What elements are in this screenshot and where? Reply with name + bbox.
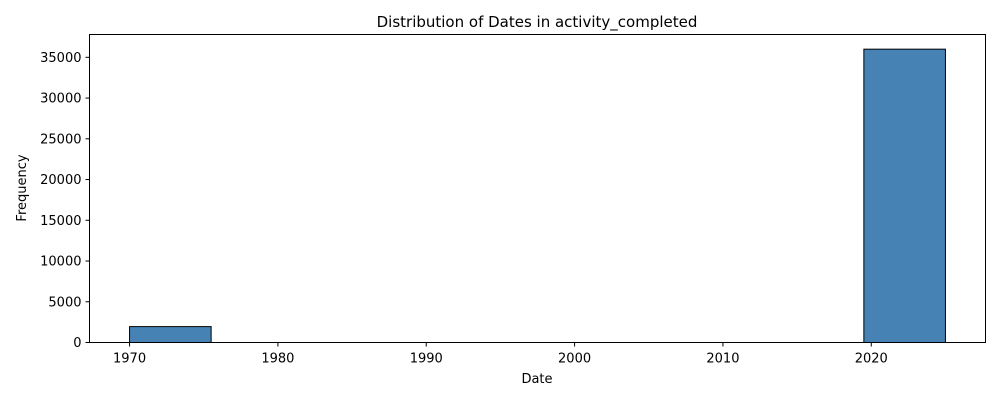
bars-group — [129, 48, 946, 344]
histogram-bar-9 — [863, 48, 946, 344]
x-tick-label-1: 1980 — [261, 352, 294, 367]
y-tick-label-0: 0 — [73, 336, 81, 351]
x-tick-label-4: 2010 — [706, 352, 739, 367]
x-tick-label-3: 2000 — [558, 352, 591, 367]
y-tick-label-2: 10000 — [40, 255, 81, 270]
y-tick-label-6: 30000 — [40, 92, 81, 107]
y-tick-label-1: 5000 — [48, 295, 81, 310]
plot-frame — [89, 34, 986, 343]
x-tick-label-2: 1990 — [410, 352, 443, 367]
y-tick-label-3: 15000 — [40, 214, 81, 229]
x-tick-label-0: 1970 — [113, 352, 146, 367]
x-axis-ticks: 1970 1980 1990 2000 2010 2020 — [113, 342, 888, 367]
y-tick-label-4: 20000 — [40, 173, 81, 188]
y-axis-ticks: 0 5000 10000 15000 20000 25000 30000 35000 — [40, 51, 90, 351]
y-axis-title: Frequency — [15, 154, 30, 221]
histogram-bar-0 — [129, 326, 212, 344]
x-axis-title: Date — [521, 372, 552, 387]
y-tick-label-5: 25000 — [40, 132, 81, 147]
y-tick-label-7: 35000 — [40, 51, 81, 66]
x-tick-label-5: 2020 — [855, 352, 888, 367]
chart-title: Distribution of Dates in activity_comple… — [377, 13, 698, 32]
